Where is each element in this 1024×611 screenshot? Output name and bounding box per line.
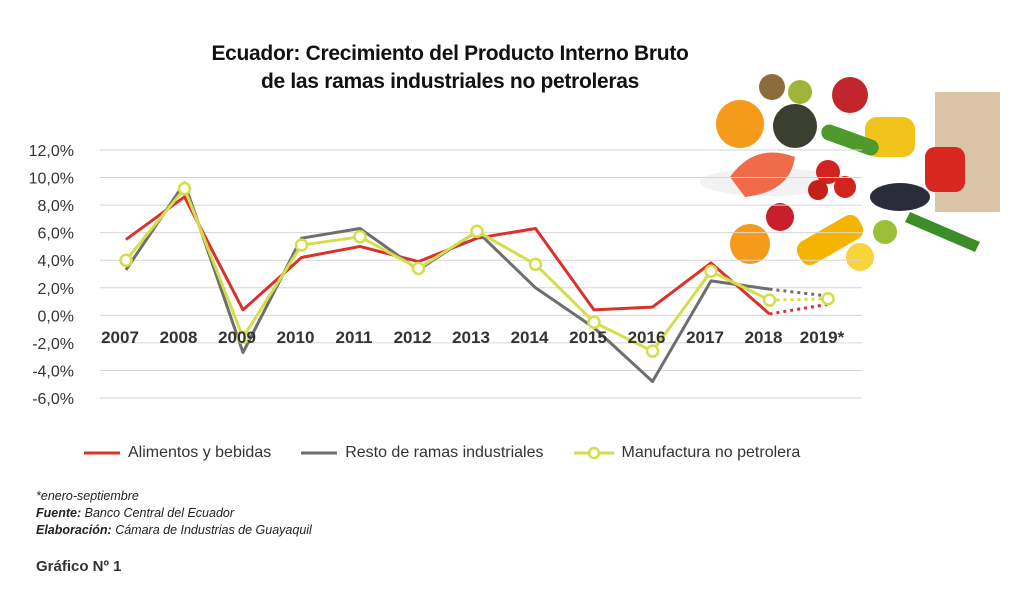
note-elaboration-value: Cámara de Industrias de Guayaquil: [111, 523, 312, 537]
data-point: [704, 264, 718, 278]
chart-title-line1: Ecuador: Crecimiento del Producto Intern…: [211, 42, 689, 65]
legend-item-resto: Resto de ramas industriales: [301, 444, 544, 462]
y-tick-label: 2,0%: [38, 281, 74, 298]
chart-legend: Alimentos y bebidas Resto de ramas indus…: [84, 441, 830, 465]
chart-gridlines: [100, 149, 862, 399]
legend-item-alimentos: Alimentos y bebidas: [84, 444, 271, 462]
legend-label-alimentos: Alimentos y bebidas: [128, 444, 272, 461]
legend-item-manufactura: Manufactura no petrolera: [573, 444, 801, 462]
line-chart: 12,0% 10,0% 8,0% 6,0% 4,0% 2,0% 0,0% -2,0% -4,0%…: [29, 143, 862, 408]
chart-title: Ecuador: Crecimiento del Producto Intern…: [150, 40, 750, 96]
data-point: [236, 330, 250, 345]
legend-label-manufactura: Manufactura no petrolera: [621, 444, 801, 461]
y-tick-label: -4,0%: [32, 363, 74, 380]
x-tick-label: 2014: [511, 328, 549, 347]
data-point: [119, 253, 133, 267]
y-tick-label: 4,0%: [38, 253, 74, 270]
data-point: [470, 224, 484, 239]
x-tick-label: 2016: [628, 328, 666, 347]
note-elaboration: Elaboración: Cámara de Industrias de Gua…: [36, 522, 312, 539]
legend-swatch-resto: [301, 451, 338, 455]
y-tick-label: 0,0%: [38, 308, 74, 325]
x-tick-label: 2018: [745, 328, 783, 347]
x-tick-label: 2017: [686, 328, 724, 347]
data-point: [821, 292, 835, 306]
x-tick-label: 2011: [336, 328, 373, 347]
x-tick-label: 2008: [160, 328, 198, 347]
data-point: [762, 293, 777, 307]
food-illustration: [700, 74, 1000, 271]
figure-label: Gráfico Nº 1: [36, 558, 122, 575]
series-projection: [769, 287, 829, 298]
data-point: [645, 344, 660, 358]
legend-label-resto: Resto de ramas industriales: [345, 444, 544, 461]
series-projection: [769, 297, 829, 302]
note-period: *enero-septiembre: [36, 489, 139, 503]
note-source-label: Fuente:: [36, 506, 82, 520]
y-tick-label: 12,0%: [29, 143, 74, 160]
x-tick-label: 2013: [452, 328, 490, 347]
y-tick-label: -6,0%: [32, 391, 74, 408]
legend-swatch-alimentos: [84, 451, 120, 455]
x-tick-label: 2012: [394, 328, 432, 347]
x-tick-label: 2015: [569, 328, 607, 347]
note-elaboration-label: Elaboración:: [36, 523, 112, 537]
x-tick-label: 2010: [277, 328, 315, 347]
chart-series: [119, 181, 835, 383]
legend-swatch-manufactura: [573, 446, 614, 460]
note-source-value: Banco Central del Ecuador: [81, 506, 235, 520]
x-tick-label: 2019*: [800, 328, 845, 347]
y-tick-label: 10,0%: [29, 171, 74, 188]
data-point: [353, 230, 367, 244]
x-tick-label: 2009: [218, 328, 256, 347]
series-projection: [769, 302, 829, 316]
series-line: [124, 187, 771, 353]
data-point: [411, 261, 426, 276]
data-point: [587, 315, 601, 329]
y-tick-label: 6,0%: [38, 226, 74, 243]
y-axis-ticks: 12,0% 10,0% 8,0% 6,0% 4,0% 2,0% 0,0% -2,0% -4,0%…: [29, 143, 74, 408]
data-point: [177, 181, 192, 196]
data-point: [294, 238, 309, 252]
chart-title-line2: de las ramas industriales no petroleras: [260, 70, 640, 93]
y-tick-label: -2,0%: [32, 336, 74, 353]
y-tick-label: 8,0%: [38, 198, 74, 215]
data-point: [528, 257, 543, 272]
note-source: Fuente: Banco Central del Ecuador: [36, 505, 312, 522]
x-tick-label: 2007: [101, 328, 139, 347]
x-axis-ticks: 2007 2008 2009 2010 2011 2012 2013 2014 2015 2016…: [101, 328, 845, 347]
chart-notes: *enero-septiembre Fuente: Banco Central …: [36, 488, 312, 539]
